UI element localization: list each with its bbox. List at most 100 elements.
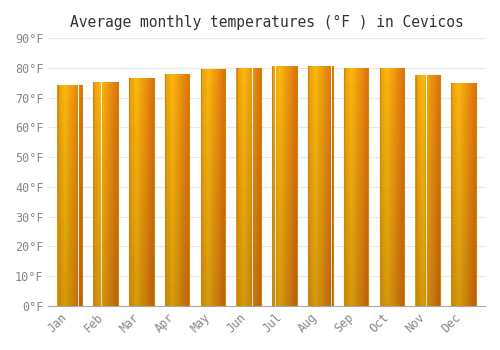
Bar <box>308 82 332 90</box>
Bar <box>452 291 475 299</box>
Bar <box>344 68 368 76</box>
Bar <box>201 251 225 259</box>
Bar <box>416 152 440 160</box>
Bar <box>165 267 190 275</box>
Bar <box>94 268 118 276</box>
Bar <box>308 194 332 202</box>
Bar <box>272 298 296 306</box>
Bar <box>272 146 296 154</box>
Bar <box>236 274 261 282</box>
Bar <box>416 75 440 83</box>
Bar <box>129 283 154 290</box>
Bar <box>272 226 296 234</box>
Bar <box>380 171 404 179</box>
Bar <box>236 91 261 99</box>
Bar <box>165 213 190 220</box>
Bar <box>201 101 225 109</box>
Bar <box>272 90 296 98</box>
Bar <box>165 298 190 306</box>
Bar <box>129 290 154 298</box>
Bar <box>58 232 82 239</box>
Bar <box>129 93 154 101</box>
Bar <box>201 93 225 101</box>
Bar <box>129 78 154 86</box>
Bar <box>308 234 332 242</box>
Bar <box>452 194 475 202</box>
Bar <box>344 131 368 139</box>
Bar <box>272 82 296 90</box>
Bar <box>58 239 82 247</box>
Bar <box>236 123 261 131</box>
Bar <box>344 266 368 274</box>
Bar <box>129 298 154 306</box>
Bar <box>236 298 261 306</box>
Bar <box>272 274 296 282</box>
Bar <box>129 86 154 93</box>
Bar <box>236 179 261 187</box>
Bar <box>129 215 154 222</box>
Bar <box>58 136 82 144</box>
Bar <box>201 282 225 290</box>
Bar <box>201 156 225 164</box>
Bar <box>308 274 332 282</box>
Bar <box>201 117 225 125</box>
Bar <box>165 143 190 151</box>
Bar <box>201 266 225 274</box>
Bar <box>308 130 332 138</box>
Bar <box>58 92 82 99</box>
Bar <box>236 234 261 242</box>
Bar <box>344 107 368 115</box>
Bar <box>94 90 118 97</box>
Bar <box>344 83 368 91</box>
Bar <box>272 178 296 186</box>
Bar <box>129 275 154 283</box>
Bar <box>165 290 190 298</box>
Bar <box>308 114 332 122</box>
Bar <box>380 68 404 76</box>
Bar <box>344 187 368 195</box>
Bar <box>236 107 261 115</box>
Bar <box>380 266 404 274</box>
Bar <box>58 210 82 217</box>
Bar <box>416 221 440 229</box>
Bar <box>165 105 190 112</box>
Bar <box>129 116 154 124</box>
Bar <box>201 188 225 196</box>
Bar <box>308 170 332 178</box>
Bar <box>94 119 118 127</box>
Bar <box>165 167 190 174</box>
Bar <box>452 224 475 231</box>
Bar <box>165 252 190 259</box>
Bar <box>452 299 475 306</box>
Bar <box>201 290 225 298</box>
Bar <box>344 203 368 211</box>
Bar <box>416 106 440 114</box>
Bar <box>452 209 475 217</box>
Bar <box>236 163 261 171</box>
Bar <box>165 120 190 128</box>
Bar <box>380 250 404 258</box>
Bar <box>308 122 332 130</box>
Bar <box>236 258 261 266</box>
Bar <box>272 74 296 82</box>
Bar <box>201 259 225 266</box>
Bar <box>58 276 82 284</box>
Bar <box>380 131 404 139</box>
Bar <box>344 211 368 218</box>
Bar <box>129 131 154 139</box>
Bar <box>94 127 118 134</box>
Bar <box>58 217 82 225</box>
Bar <box>344 171 368 179</box>
Bar <box>308 258 332 266</box>
Bar <box>236 242 261 250</box>
Bar <box>201 132 225 140</box>
Bar <box>416 267 440 275</box>
Bar <box>201 109 225 117</box>
Bar <box>129 169 154 177</box>
Bar <box>344 298 368 306</box>
Bar <box>452 105 475 112</box>
Bar <box>380 116 404 124</box>
Bar <box>416 252 440 260</box>
Bar <box>416 83 440 91</box>
Bar <box>380 124 404 131</box>
